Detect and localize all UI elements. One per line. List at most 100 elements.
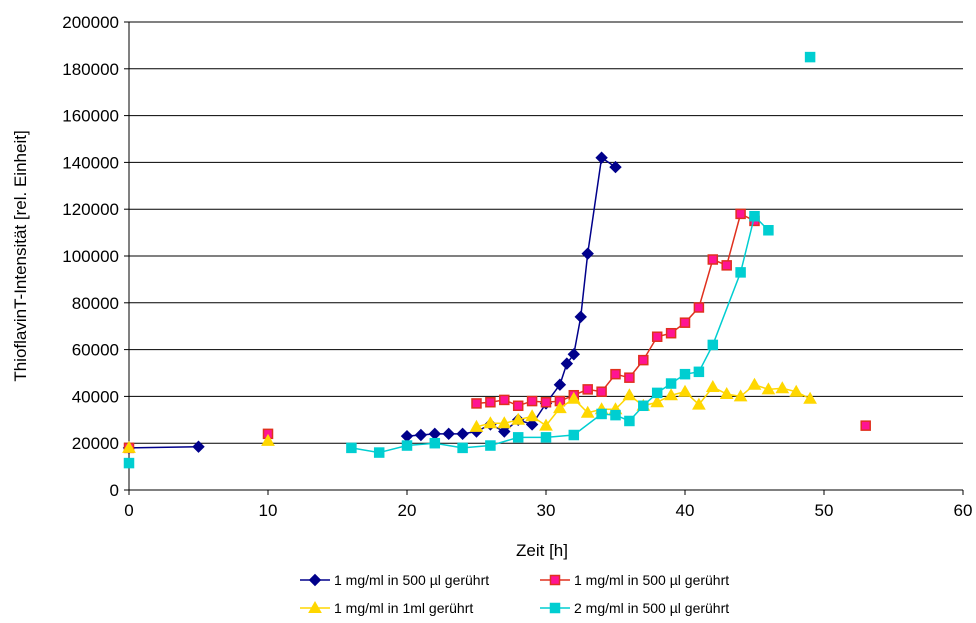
data-point bbox=[553, 378, 567, 391]
legend-label: 1 mg/ml in 1ml gerührt bbox=[334, 600, 473, 616]
y-tick-label: 20000 bbox=[72, 434, 119, 453]
data-point bbox=[719, 387, 734, 400]
series-3 bbox=[122, 377, 817, 453]
legend-swatch-marker bbox=[308, 573, 322, 587]
data-point bbox=[469, 419, 484, 432]
series-line bbox=[351, 214, 769, 454]
data-point bbox=[803, 391, 817, 404]
data-point bbox=[566, 391, 581, 404]
x-axis-tick-labels: 0 10 20 30 40 50 60 bbox=[124, 501, 972, 520]
data-point bbox=[346, 442, 357, 454]
data-point bbox=[665, 378, 677, 389]
legend-label: 2 mg/ml in 500 µl gerührt bbox=[574, 600, 729, 616]
x-tick-label: 60 bbox=[954, 501, 973, 520]
y-tick-label: 60000 bbox=[72, 341, 119, 360]
data-point bbox=[747, 377, 762, 390]
data-point bbox=[721, 260, 732, 271]
data-point bbox=[596, 408, 607, 420]
data-point bbox=[693, 302, 705, 313]
data-point bbox=[400, 429, 414, 443]
data-point bbox=[707, 339, 719, 351]
data-point bbox=[512, 432, 524, 443]
data-point bbox=[401, 440, 413, 451]
data-point bbox=[761, 382, 776, 395]
y-tick-label: 140000 bbox=[62, 153, 119, 172]
data-point bbox=[428, 427, 442, 441]
data-point bbox=[679, 317, 691, 328]
data-point bbox=[693, 366, 705, 378]
y-tick-label: 0 bbox=[110, 481, 119, 500]
legend-label: 1 mg/ml in 500 µl gerührt bbox=[334, 572, 489, 588]
data-point bbox=[471, 398, 482, 409]
data-point bbox=[789, 384, 804, 397]
data-point bbox=[414, 428, 428, 442]
data-point bbox=[192, 440, 205, 453]
x-tick-label: 0 bbox=[124, 501, 133, 520]
legend-swatch-marker bbox=[549, 574, 561, 586]
data-point bbox=[664, 388, 678, 401]
data-point bbox=[499, 394, 510, 406]
data-point bbox=[624, 415, 635, 427]
data-point bbox=[763, 225, 774, 236]
y-tick-label: 160000 bbox=[62, 107, 119, 126]
legend-item: 1 mg/ml in 1ml gerührt bbox=[300, 600, 473, 616]
data-point bbox=[735, 267, 746, 278]
data-point bbox=[735, 208, 746, 220]
data-point bbox=[525, 409, 539, 422]
data-point bbox=[429, 437, 441, 449]
x-tick-label: 20 bbox=[398, 501, 417, 520]
data-point bbox=[692, 397, 706, 410]
data-point bbox=[622, 388, 637, 401]
data-point bbox=[610, 409, 621, 421]
series-2 bbox=[123, 208, 871, 454]
x-axis-title: Zeit [h] bbox=[516, 541, 568, 560]
legend-swatch-marker bbox=[308, 600, 322, 613]
data-point bbox=[574, 310, 587, 324]
data-point bbox=[553, 401, 567, 414]
x-tick-label: 30 bbox=[537, 501, 556, 520]
data-point bbox=[123, 457, 135, 469]
data-point bbox=[526, 395, 538, 407]
y-axis-title: ThioflavinT-Intensität [rel. Einheit] bbox=[11, 130, 30, 381]
data-point bbox=[624, 372, 635, 383]
data-point bbox=[540, 432, 552, 443]
data-point bbox=[650, 395, 665, 408]
data-point bbox=[457, 442, 468, 454]
legend-swatch-marker bbox=[549, 602, 561, 614]
data-point bbox=[483, 416, 498, 429]
y-tick-label: 40000 bbox=[72, 387, 119, 406]
x-tick-label: 40 bbox=[676, 501, 695, 520]
legend-label: 1 mg/ml in 500 µl gerührt bbox=[574, 572, 729, 588]
data-point bbox=[651, 331, 663, 342]
data-point bbox=[539, 418, 553, 431]
data-point bbox=[511, 412, 526, 425]
data-point bbox=[456, 427, 469, 441]
data-point bbox=[775, 381, 790, 394]
data-point bbox=[860, 420, 871, 431]
data-point bbox=[665, 327, 677, 339]
y-tick-label: 80000 bbox=[72, 294, 119, 313]
series-line bbox=[128, 445, 199, 449]
x-tick-label: 10 bbox=[259, 501, 278, 520]
y-tick-label: 120000 bbox=[62, 200, 119, 219]
data-point bbox=[442, 427, 455, 441]
data-point bbox=[497, 416, 512, 429]
y-axis-tick-labels: 0 20000 40000 60000 80000 100000 120000 140000 1… bbox=[62, 13, 119, 500]
data-point bbox=[678, 384, 692, 397]
data-point bbox=[498, 425, 511, 438]
legend: 1 mg/ml in 500 µl gerührt 1 mg/ml in 500 … bbox=[300, 572, 729, 616]
data-point bbox=[651, 387, 663, 399]
data-point bbox=[705, 380, 720, 393]
y-tick-label: 100000 bbox=[62, 247, 119, 266]
legend-item: 1 mg/ml in 500 µl gerührt bbox=[300, 572, 489, 588]
data-point bbox=[567, 348, 581, 361]
data-point bbox=[733, 389, 748, 402]
x-tick-label: 50 bbox=[815, 501, 834, 520]
series-1 bbox=[122, 151, 622, 455]
data-point bbox=[373, 447, 385, 458]
data-point bbox=[485, 397, 496, 408]
data-point bbox=[525, 418, 539, 431]
data-point bbox=[638, 400, 649, 412]
data-point bbox=[609, 160, 622, 174]
data-point bbox=[707, 254, 719, 265]
